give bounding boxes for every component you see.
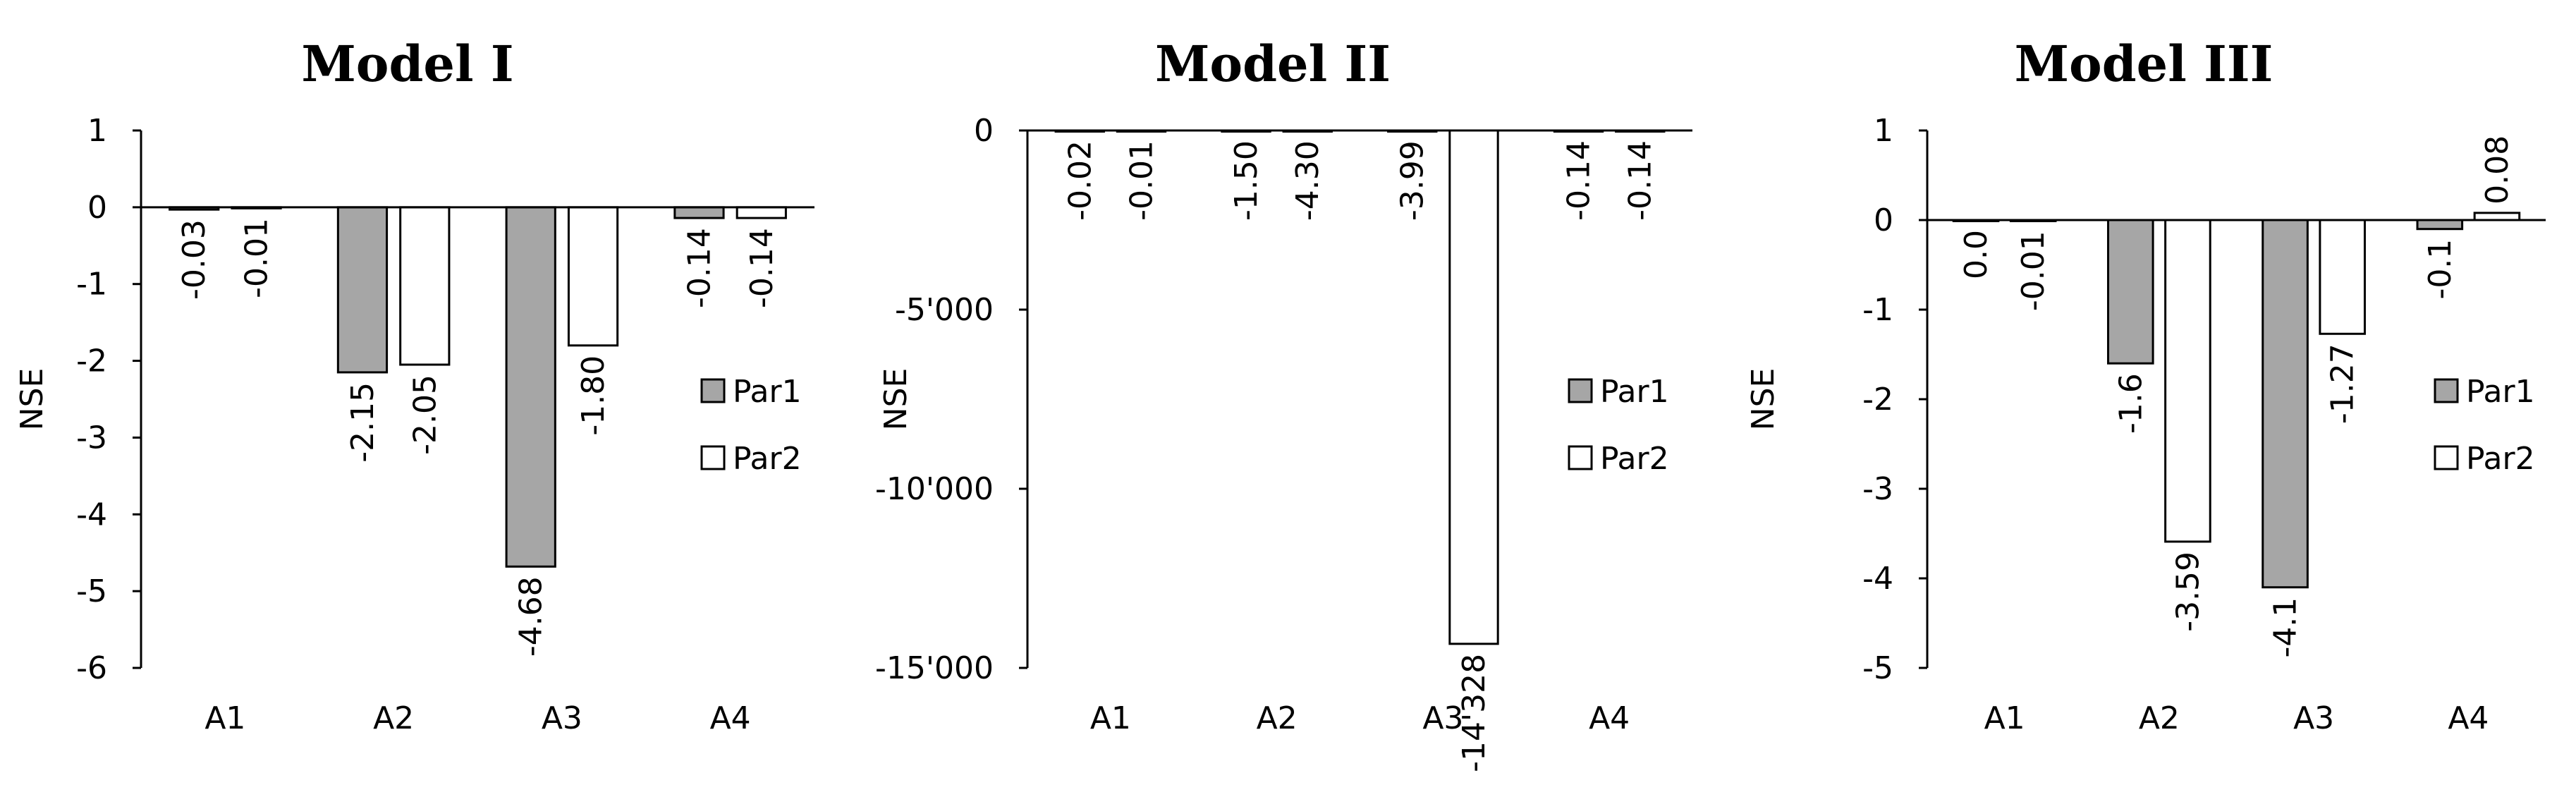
legend-label-par1: Par1 — [733, 374, 802, 410]
bar-par2-a4 — [2473, 212, 2521, 221]
data-label-par1-a4: -0.1 — [2422, 239, 2458, 300]
y-axis-label: NSE — [1745, 368, 1781, 431]
y-tick-label: -4 — [1862, 561, 1893, 597]
legend-swatch-par1 — [700, 378, 726, 403]
data-label-par2-a2: -3.59 — [2170, 552, 2206, 632]
bar-par1-a2 — [336, 206, 389, 374]
x-tick-label: A3 — [2293, 700, 2334, 736]
data-label-par2-a4: 0.08 — [2479, 135, 2515, 205]
y-tick-label: 1 — [87, 113, 107, 149]
y-tick-label: 0 — [87, 190, 107, 226]
legend-swatch-par2 — [1568, 445, 1593, 470]
x-tick-label: A1 — [1984, 700, 2025, 736]
data-label-par2-a3: -14'328 — [1456, 654, 1492, 772]
data-label-par2-a2: -4.30 — [1290, 140, 1326, 221]
chart-panel-2: Model II NSE 0 -5'000 -10'000 -15'000 -0.02 -0.… — [875, 35, 1692, 772]
data-label-par1-a2: -2.15 — [345, 382, 381, 463]
chart-title: Model II — [1155, 35, 1391, 93]
legend-swatch-par1 — [2434, 378, 2459, 403]
data-label-par2-a4: -0.14 — [744, 228, 780, 308]
y-tick-label: -4 — [76, 497, 107, 533]
y-tick-label: 1 — [1874, 113, 1893, 149]
data-label-par2-a3: -1.27 — [2325, 343, 2361, 424]
y-tick-label: -1 — [1862, 292, 1893, 328]
data-label-par2-a1: -0.01 — [1123, 140, 1159, 221]
bar-par1-a3 — [2261, 219, 2309, 589]
data-label-par1-a2: -1.6 — [2113, 373, 2149, 434]
data-label-par1-a3: -4.68 — [513, 576, 549, 657]
y-tick-label: -2 — [1862, 382, 1893, 418]
legend-label-par2: Par2 — [733, 441, 802, 477]
chart-title: Model III — [2015, 35, 2273, 93]
data-label-par1-a4: -0.14 — [1561, 140, 1597, 221]
y-tick-label: -5'000 — [895, 292, 994, 328]
y-tick-label: -15'000 — [875, 650, 994, 686]
y-tick-label: 0 — [974, 113, 994, 149]
y-tick-label: -2 — [76, 343, 107, 379]
chart-panel-3: Model III NSE 1 0 -1 -2 -3 -4 -5 0.0 -0.01 A1 -1.6 -3… — [1745, 35, 2546, 736]
legend-label-par1: Par1 — [1600, 374, 1669, 410]
bar-par2-a3 — [2319, 219, 2366, 335]
bar-par1-a2 — [2107, 219, 2154, 365]
data-label-par1-a1: 0.0 — [1958, 230, 1994, 279]
legend-swatch-par2 — [700, 445, 726, 470]
data-label-par2-a3: -1.80 — [575, 355, 611, 436]
y-axis-label: NSE — [878, 368, 914, 431]
x-tick-label: A3 — [1422, 700, 1463, 736]
legend-label-par2: Par2 — [2466, 441, 2535, 477]
y-axis-label: NSE — [14, 368, 50, 431]
x-tick-label: A2 — [1257, 700, 1298, 736]
data-label-par2-a1: -0.01 — [2015, 231, 2051, 311]
legend-swatch-par1 — [1568, 378, 1593, 403]
data-label-par1-a2: -1.50 — [1228, 140, 1264, 221]
bar-par2-a3 — [1448, 129, 1499, 645]
x-tick-label: A4 — [1589, 700, 1630, 736]
x-tick-label: A3 — [542, 700, 582, 736]
bar-par2-a4 — [735, 206, 787, 219]
y-tick-label: -1 — [76, 267, 107, 303]
data-label-par2-a4: -0.14 — [1623, 140, 1659, 221]
bar-par2-a2 — [2164, 219, 2211, 543]
bar-par2-a2 — [399, 206, 451, 366]
y-tick-label: -10'000 — [875, 471, 994, 507]
legend-swatch-par2 — [2434, 445, 2459, 470]
x-tick-label: A1 — [205, 700, 245, 736]
y-tick-label: -6 — [76, 650, 107, 686]
chart-title: Model I — [301, 35, 513, 93]
legend-label-par1: Par1 — [2466, 374, 2535, 410]
x-tick-label: A2 — [2139, 700, 2180, 736]
bar-par1-a3 — [505, 206, 556, 568]
data-label-par1-a4: -0.14 — [681, 228, 717, 308]
bar-par1-a4 — [2416, 219, 2464, 231]
data-label-par1-a3: -3.99 — [1395, 140, 1431, 221]
data-label-par1-a1: -0.02 — [1062, 140, 1098, 221]
x-tick-label: A4 — [2448, 700, 2489, 736]
bar-par2-a3 — [567, 206, 619, 347]
data-label-par2-a2: -2.05 — [407, 375, 443, 455]
y-tick-label: -3 — [76, 420, 107, 456]
legend-label-par2: Par2 — [1600, 441, 1669, 477]
bar-par1-a4 — [673, 206, 725, 219]
data-label-par2-a1: -0.01 — [239, 218, 275, 298]
data-label-par1-a3: -4.1 — [2268, 597, 2304, 658]
y-tick-label: 0 — [1874, 202, 1893, 238]
x-tick-label: A1 — [1090, 700, 1131, 736]
x-tick-label: A4 — [710, 700, 751, 736]
y-tick-label: -5 — [1862, 650, 1893, 686]
data-label-par1-a1: -0.03 — [176, 219, 212, 300]
y-tick-label: -5 — [76, 573, 107, 609]
y-tick-label: -3 — [1862, 471, 1893, 507]
chart-panel-1: Model I NSE 1 0 -1 -2 -3 -4 -5 -6 -0.03 -0.01 A1 -2.1… — [14, 35, 814, 736]
x-tick-label: A2 — [373, 700, 414, 736]
